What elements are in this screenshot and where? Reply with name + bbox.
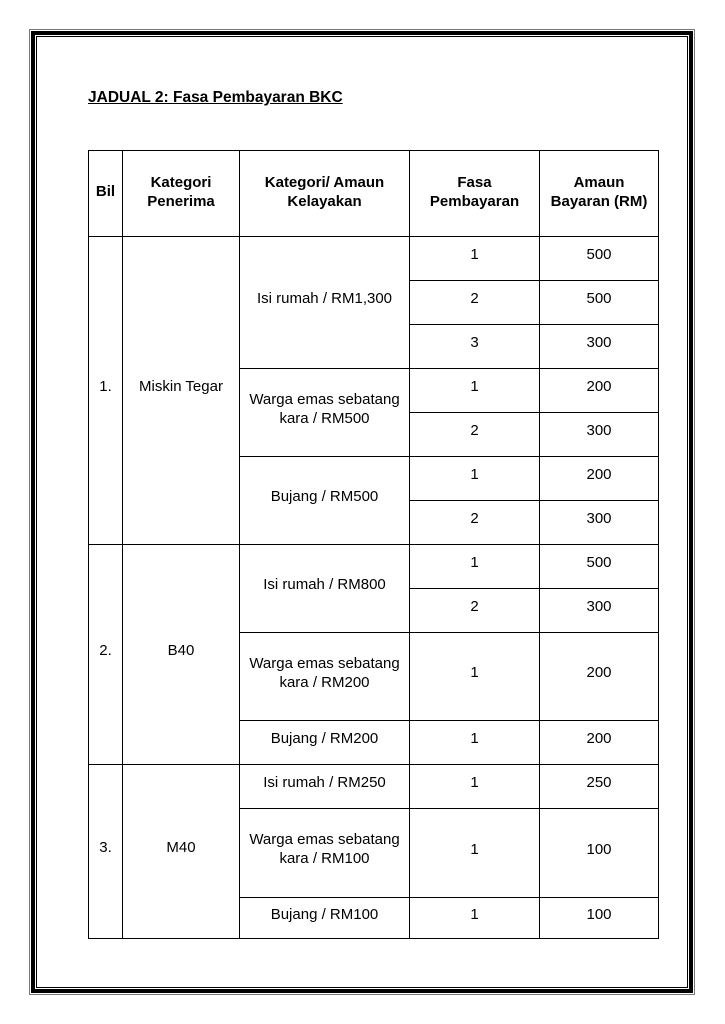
table-row: Bujang / RM200 1 200 bbox=[89, 720, 659, 765]
header-fasa: Fasa Pembayaran bbox=[409, 150, 540, 237]
table-row: Bujang / RM500 1 200 bbox=[89, 456, 659, 545]
cell-fasa: 2 bbox=[409, 412, 540, 457]
table-row: 2. B40 Isi rumah / RM800 1 500 bbox=[88, 544, 659, 765]
cell-fasa: 1 bbox=[409, 897, 540, 939]
cell-kategori-amaun: Bujang / RM200 bbox=[239, 720, 410, 765]
cell-bil: 1. bbox=[88, 236, 123, 545]
table-row: 2 300 bbox=[89, 412, 659, 457]
table-row: 2 300 bbox=[89, 500, 659, 545]
cell-amaun: 500 bbox=[539, 544, 659, 589]
cell-kategori-penerima: B40 bbox=[122, 544, 240, 765]
cell-kategori-amaun: Warga emas sebatang kara / RM500 bbox=[239, 368, 410, 457]
cell-amaun: 300 bbox=[539, 412, 659, 457]
cell-amaun: 300 bbox=[539, 588, 659, 633]
cell-fasa: 3 bbox=[409, 324, 540, 369]
cell-amaun: 200 bbox=[539, 456, 659, 501]
page-border-thick bbox=[31, 31, 693, 993]
cell-fasa: 1 bbox=[409, 544, 540, 589]
cell-amaun: 500 bbox=[539, 280, 659, 325]
cell-fasa: 1 bbox=[409, 764, 540, 809]
cell-fasa: 2 bbox=[409, 500, 540, 545]
cell-kategori-amaun: Warga emas sebatang kara / RM200 bbox=[239, 632, 410, 721]
table-row: Warga emas sebatang kara / RM500 1 200 bbox=[89, 368, 659, 457]
header-amaun-bayaran: Amaun Bayaran (RM) bbox=[539, 150, 659, 237]
table-row: 3. M40 Isi rumah / RM250 1 250 bbox=[88, 764, 659, 939]
cell-amaun: 100 bbox=[539, 897, 659, 939]
cell-kategori-amaun: Bujang / RM500 bbox=[239, 456, 410, 545]
cell-amaun: 200 bbox=[539, 632, 659, 721]
table-title: JADUAL 2: Fasa Pembayaran BKC bbox=[88, 89, 343, 106]
page-border-inner bbox=[36, 36, 688, 988]
cell-fasa: 1 bbox=[409, 368, 540, 413]
page-border bbox=[29, 29, 695, 995]
cell-kategori-amaun: Warga emas sebatang kara / RM100 bbox=[239, 808, 410, 898]
cell-amaun: 300 bbox=[539, 324, 659, 369]
cell-fasa: 2 bbox=[409, 280, 540, 325]
header-kategori-amaun: Kategori/ Amaun Kelayakan bbox=[239, 150, 410, 237]
table-row: Warga emas sebatang kara / RM100 1 100 bbox=[89, 808, 659, 898]
cell-amaun: 200 bbox=[539, 368, 659, 413]
cell-amaun: 500 bbox=[539, 236, 659, 281]
cell-bil: 2. bbox=[88, 544, 123, 765]
cell-kategori-amaun: Isi rumah / RM800 bbox=[239, 544, 410, 633]
cell-fasa: 1 bbox=[409, 808, 540, 898]
payment-phase-table: Bil Kategori Penerima Kategori/ Amaun Ke… bbox=[88, 150, 659, 939]
cell-fasa: 1 bbox=[409, 720, 540, 765]
cell-amaun: 200 bbox=[539, 720, 659, 765]
cell-kategori-amaun: Isi rumah / RM1,300 bbox=[239, 236, 410, 369]
cell-bil: 3. bbox=[88, 764, 123, 939]
table-row: Bujang / RM100 1 100 bbox=[89, 897, 659, 939]
cell-amaun: 250 bbox=[539, 764, 659, 809]
table-header-row: Bil Kategori Penerima Kategori/ Amaun Ke… bbox=[88, 150, 659, 237]
cell-fasa: 1 bbox=[409, 236, 540, 281]
table-row: 3 300 bbox=[89, 324, 659, 369]
cell-amaun: 300 bbox=[539, 500, 659, 545]
table-row: 2 500 bbox=[89, 280, 659, 325]
cell-kategori-amaun: Bujang / RM100 bbox=[239, 897, 410, 939]
cell-kategori-penerima: Miskin Tegar bbox=[122, 236, 240, 545]
cell-fasa: 1 bbox=[409, 632, 540, 721]
cell-fasa: 2 bbox=[409, 588, 540, 633]
header-bil: Bil bbox=[88, 150, 123, 237]
cell-kategori-penerima: M40 bbox=[122, 764, 240, 939]
table-row: 2 300 bbox=[89, 588, 659, 633]
cell-kategori-amaun: Isi rumah / RM250 bbox=[239, 764, 410, 809]
cell-amaun: 100 bbox=[539, 808, 659, 898]
table-row: Warga emas sebatang kara / RM200 1 200 bbox=[89, 632, 659, 721]
table-row: 1. Miskin Tegar Isi rumah / RM1,300 1 500 bbox=[88, 236, 659, 545]
header-kategori-penerima: Kategori Penerima bbox=[122, 150, 240, 237]
cell-fasa: 1 bbox=[409, 456, 540, 501]
